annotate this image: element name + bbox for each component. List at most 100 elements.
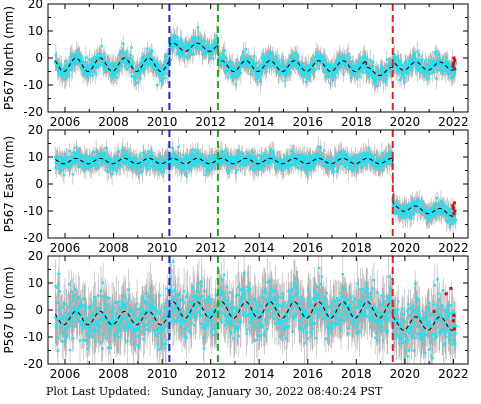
recent-data-point	[453, 59, 457, 63]
data-point	[360, 162, 363, 165]
data-point	[411, 213, 414, 217]
data-point	[360, 64, 363, 67]
data-point	[82, 339, 85, 342]
data-point	[352, 155, 355, 158]
data-point	[401, 332, 404, 335]
data-point	[134, 164, 137, 167]
data-point	[94, 72, 97, 75]
data-point	[211, 333, 215, 337]
data-point	[369, 325, 373, 329]
data-point	[164, 67, 168, 70]
data-point	[235, 168, 238, 172]
data-point	[383, 305, 386, 308]
data-point	[69, 56, 72, 59]
data-point	[70, 290, 73, 293]
data-point	[237, 326, 240, 329]
data-point	[115, 155, 119, 159]
data-point	[56, 349, 60, 352]
data-point	[233, 158, 237, 161]
data-point	[173, 319, 177, 323]
data-point	[435, 326, 438, 330]
data-point	[55, 322, 59, 325]
data-point	[132, 71, 136, 74]
x-tick-label: 2012	[195, 367, 226, 381]
data-point	[251, 165, 254, 168]
data-point	[302, 330, 305, 333]
data-point	[225, 320, 228, 323]
data-point	[271, 53, 274, 56]
data-point	[62, 318, 65, 321]
data-point	[212, 313, 216, 317]
data-point	[320, 275, 323, 278]
data-point	[221, 293, 224, 296]
data-point	[347, 164, 350, 168]
data-point	[142, 311, 145, 314]
data-point	[148, 312, 151, 315]
data-point	[77, 164, 80, 168]
data-point	[198, 303, 201, 306]
data-point	[345, 62, 348, 65]
data-point	[420, 318, 424, 321]
data-point	[126, 150, 129, 154]
data-point	[367, 303, 370, 307]
data-point	[226, 152, 229, 155]
data-point	[255, 315, 259, 318]
data-point	[330, 315, 334, 318]
data-point	[147, 164, 150, 168]
data-point	[449, 69, 453, 72]
data-point	[334, 67, 337, 71]
data-point	[59, 63, 63, 66]
data-point	[333, 310, 336, 314]
data-point	[276, 304, 279, 307]
data-point	[90, 57, 94, 61]
data-point	[57, 301, 60, 305]
data-point	[90, 316, 93, 319]
data-point	[145, 59, 148, 62]
data-point	[385, 58, 388, 61]
data-point	[193, 290, 196, 293]
data-point	[91, 335, 94, 338]
data-point	[226, 61, 229, 64]
data-point	[224, 318, 227, 322]
x-tick-label: 2016	[292, 115, 323, 129]
data-point	[448, 335, 451, 338]
data-point	[121, 158, 124, 161]
data-point	[337, 60, 340, 63]
data-point	[411, 60, 415, 63]
data-point	[65, 75, 68, 78]
data-point	[225, 303, 228, 307]
data-point	[355, 306, 358, 309]
data-point	[197, 43, 200, 47]
data-point	[162, 77, 165, 80]
data-point	[125, 160, 128, 163]
data-point	[395, 65, 399, 69]
data-point	[329, 322, 333, 325]
data-point	[349, 315, 353, 318]
data-point	[185, 44, 188, 47]
data-point	[88, 155, 91, 158]
data-point	[196, 150, 200, 153]
data-point	[204, 328, 207, 331]
data-point	[114, 160, 117, 164]
data-point	[420, 201, 423, 205]
data-point	[399, 76, 403, 79]
data-point	[309, 295, 312, 299]
data-point	[449, 66, 452, 70]
data-point	[179, 299, 182, 302]
x-tick-label: 2016	[292, 241, 323, 255]
data-point	[145, 61, 148, 64]
data-point	[208, 170, 211, 173]
data-point	[92, 303, 95, 306]
data-point	[425, 314, 428, 317]
data-point	[72, 298, 75, 302]
data-point	[447, 324, 450, 328]
data-point	[146, 311, 149, 315]
data-point	[145, 300, 148, 304]
data-point	[66, 316, 70, 320]
data-point	[274, 299, 277, 302]
data-point	[283, 326, 287, 329]
data-point	[285, 154, 289, 158]
data-point	[200, 156, 203, 159]
data-point	[411, 333, 414, 336]
